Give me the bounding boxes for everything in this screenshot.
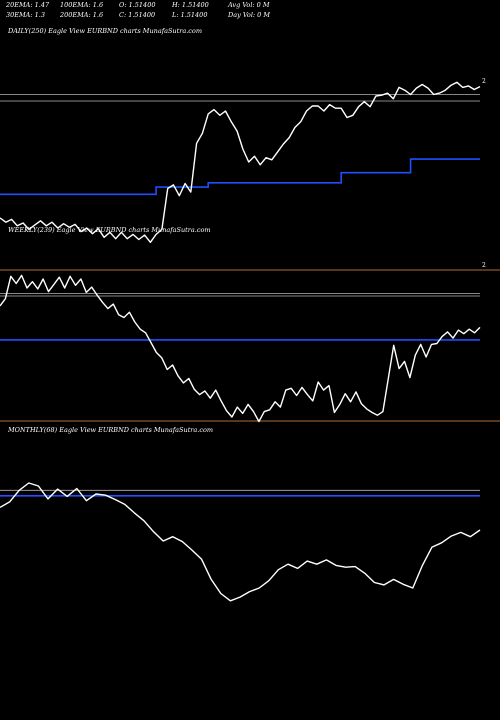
daily-ema-line xyxy=(0,158,480,196)
header-avg-vol: Avg Vol: 0 M xyxy=(228,1,270,9)
monthly-panel-title: MONTHLY(68) Eagle View EURBND charts Mun… xyxy=(8,426,214,434)
header-ema20: 20EMA: 1.47 xyxy=(6,1,50,9)
weekly-panel-title: WEEKLY(239) Eagle View EURBND charts Mun… xyxy=(8,226,211,234)
daily-right-label: 2 xyxy=(482,78,486,85)
header-high: H: 1.51400 xyxy=(172,1,209,9)
daily-price-line xyxy=(0,81,481,243)
monthly-panel xyxy=(0,482,481,602)
header-open: O: 1.51400 xyxy=(119,1,156,9)
header-low: L: 1.51400 xyxy=(172,11,208,19)
header-ema30: 30EMA: 1.3 xyxy=(6,11,45,19)
header-ema100: 100EMA: 1.6 xyxy=(60,1,104,9)
daily-panel-title: DAILY(250) Eagle View EURBND charts Muna… xyxy=(8,27,203,35)
header-day-vol: Day Vol: 0 M xyxy=(228,11,271,19)
header-ema200: 200EMA: 1.6 xyxy=(60,11,104,19)
weekly-panel xyxy=(0,274,481,423)
header-close: C: 1.51400 xyxy=(119,11,156,19)
weekly-right-label: 2 xyxy=(482,262,486,269)
monthly-price-line xyxy=(0,482,481,602)
weekly-price-line xyxy=(0,274,481,423)
daily-panel xyxy=(0,81,481,243)
